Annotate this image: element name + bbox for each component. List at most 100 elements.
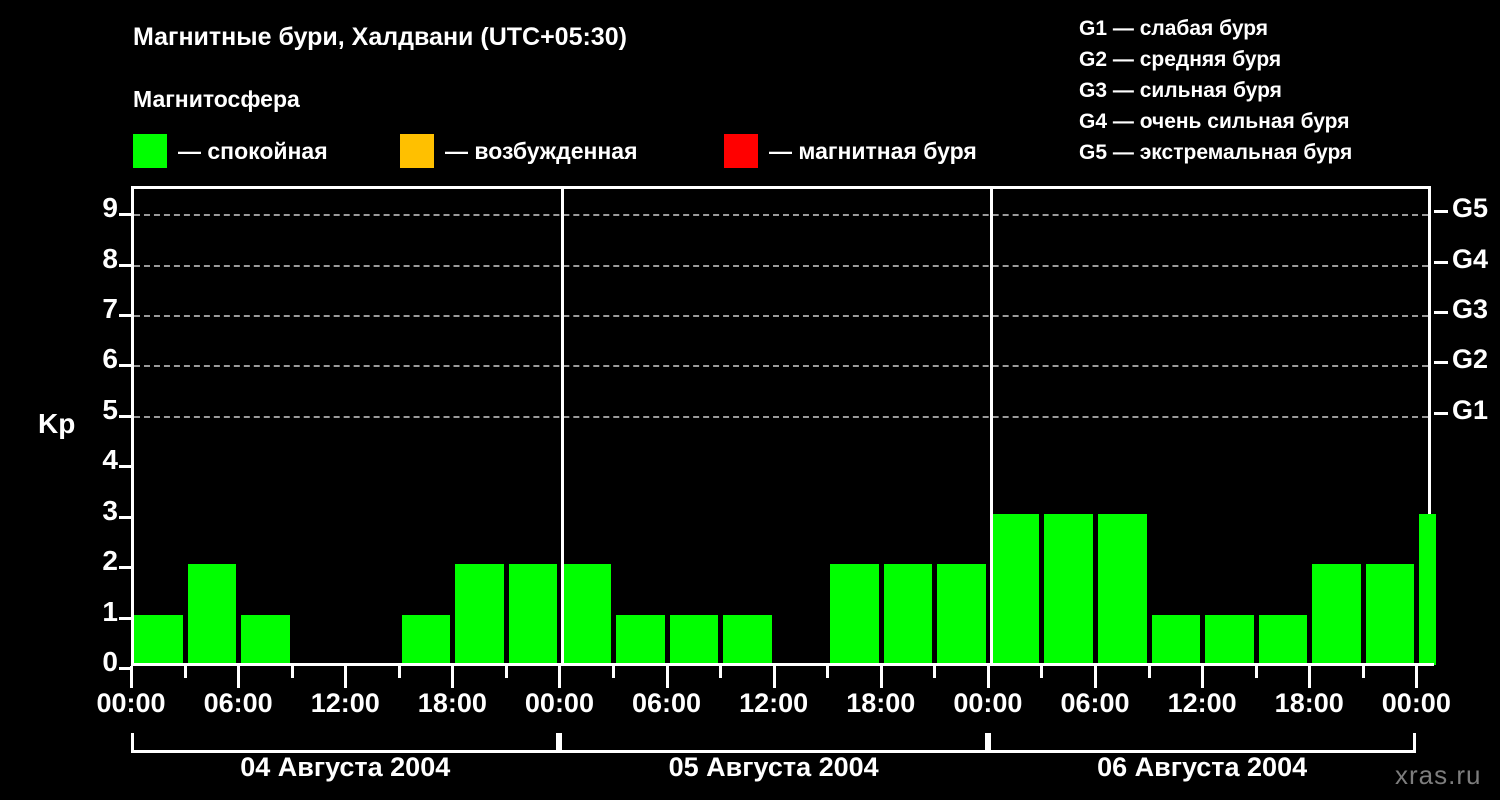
x-tick-23: [1361, 666, 1365, 678]
g-tick-g3: [1434, 311, 1448, 315]
magnetosphere-legend-title: Магнитосфера: [133, 86, 300, 112]
x-tick-6: [451, 666, 455, 688]
y-tick-label-9: 9: [102, 192, 118, 224]
bar: [1044, 513, 1093, 665]
legend-swatch-icon: [133, 134, 167, 168]
storm-scale-code: G1: [1079, 17, 1113, 40]
x-tick-22: [1308, 666, 1312, 688]
x-tick-1: [183, 666, 187, 678]
bar: [1205, 614, 1254, 665]
y-axis-title: Kp: [38, 408, 76, 439]
x-tick-label-1: 06:00: [203, 688, 273, 718]
bar-partial: [1419, 513, 1436, 665]
bar: [937, 564, 986, 665]
y-tick-label-7: 7: [102, 293, 118, 325]
bar: [508, 564, 558, 665]
gridline-kp-5: [134, 415, 1428, 418]
y-tick-label-1: 1: [102, 595, 118, 627]
x-tick-12: [772, 666, 776, 688]
gridline-kp-9: [134, 214, 1428, 217]
date-bracket-0: [131, 733, 560, 753]
bar: [562, 564, 611, 665]
storm-scale-text: — средняя буря: [1112, 48, 1282, 71]
bar: [134, 614, 183, 665]
x-tick-17: [1040, 666, 1044, 678]
y-tick-0: [119, 667, 133, 670]
date-label-0: 04 Августа 2004: [240, 752, 451, 782]
bar: [241, 614, 290, 665]
x-tick-24: [1415, 666, 1419, 688]
legend-label: — спокойная: [178, 137, 328, 164]
x-tick-label-10: 12:00: [1167, 688, 1237, 718]
y-tick-label-5: 5: [102, 393, 118, 425]
storm-scale-row-g1: G1 — слабая буря: [1079, 13, 1352, 44]
legend-item-1: — возбужденная: [400, 133, 638, 169]
bar: [615, 614, 665, 665]
x-tick-13: [826, 666, 830, 678]
bar: [723, 614, 772, 665]
y-tick-label-4: 4: [102, 444, 118, 476]
x-tick-4: [344, 666, 348, 688]
x-tick-8: [558, 666, 562, 688]
y-tick-1: [119, 616, 133, 620]
x-tick-label-6: 12:00: [739, 688, 809, 718]
y-tick-6: [119, 364, 133, 368]
bar: [1151, 614, 1201, 665]
bar: [187, 564, 237, 665]
x-tick-16: [986, 666, 990, 688]
g-tick-g4: [1434, 260, 1448, 264]
bar: [883, 564, 933, 665]
y-tick-label-3: 3: [102, 494, 118, 526]
storm-scale-code: G4: [1079, 110, 1113, 133]
x-tick-7: [504, 666, 508, 678]
x-tick-11: [719, 666, 723, 678]
x-tick-18: [1093, 666, 1097, 688]
gridline-kp-7: [134, 315, 1428, 318]
storm-scale-code: G2: [1079, 48, 1113, 71]
storm-scale-text: — экстремальная буря: [1112, 141, 1353, 164]
legend-swatch-icon: [724, 134, 758, 168]
x-tick-label-0: 00:00: [96, 688, 166, 718]
bar: [669, 614, 719, 665]
bar: [401, 614, 451, 665]
y-tick-label-8: 8: [102, 242, 118, 274]
bar: [1312, 564, 1361, 665]
storm-scale-row-g4: G4 — очень сильная буря: [1079, 106, 1352, 137]
storm-scale-code: G3: [1079, 79, 1113, 102]
legend-item-0: — спокойная: [133, 133, 328, 169]
g-tick-label-g3: G3: [1452, 294, 1489, 325]
x-tick-14: [879, 666, 883, 688]
legend-label: — магнитная буря: [769, 137, 977, 164]
date-label-1: 05 Августа 2004: [668, 752, 879, 782]
y-tick-4: [119, 465, 133, 469]
page-title: Магнитные бури, Халдвани (UTC+05:30): [133, 23, 627, 51]
x-tick-20: [1201, 666, 1205, 688]
x-tick-label-12: 00:00: [1381, 688, 1451, 718]
y-tick-5: [119, 414, 133, 418]
x-tick-label-8: 00:00: [953, 688, 1023, 718]
x-tick-15: [933, 666, 937, 678]
y-tick-3: [119, 515, 133, 519]
storm-scale-row-g3: G3 — сильная буря: [1079, 75, 1352, 106]
x-tick-2: [237, 666, 241, 688]
storm-scale-text: — слабая буря: [1112, 17, 1269, 40]
day-separator-1: [561, 189, 565, 665]
g-tick-label-g1: G1: [1452, 394, 1489, 425]
date-label-2: 06 Августа 2004: [1097, 752, 1308, 782]
g-tick-label-g5: G5: [1452, 193, 1489, 224]
x-tick-21: [1254, 666, 1258, 678]
y-tick-2: [119, 566, 133, 570]
g-tick-label-g2: G2: [1452, 344, 1489, 375]
storm-scale-legend: G1 — слабая буря G2 — средняя буря G3 — си…: [1079, 13, 1352, 168]
x-axis-line: [131, 663, 1434, 666]
y-tick-label-2: 2: [102, 545, 118, 577]
g-tick-g1: [1434, 411, 1448, 415]
storm-scale-row-g2: G2 — средняя буря: [1079, 44, 1352, 75]
x-tick-label-11: 18:00: [1274, 688, 1344, 718]
legend-item-2: — магнитная буря: [724, 133, 977, 169]
day-separator-2: [989, 189, 993, 665]
legend-swatch-icon: [400, 134, 434, 168]
gridline-kp-6: [134, 365, 1428, 368]
x-tick-label-5: 06:00: [632, 688, 702, 718]
x-tick-label-7: 18:00: [846, 688, 916, 718]
